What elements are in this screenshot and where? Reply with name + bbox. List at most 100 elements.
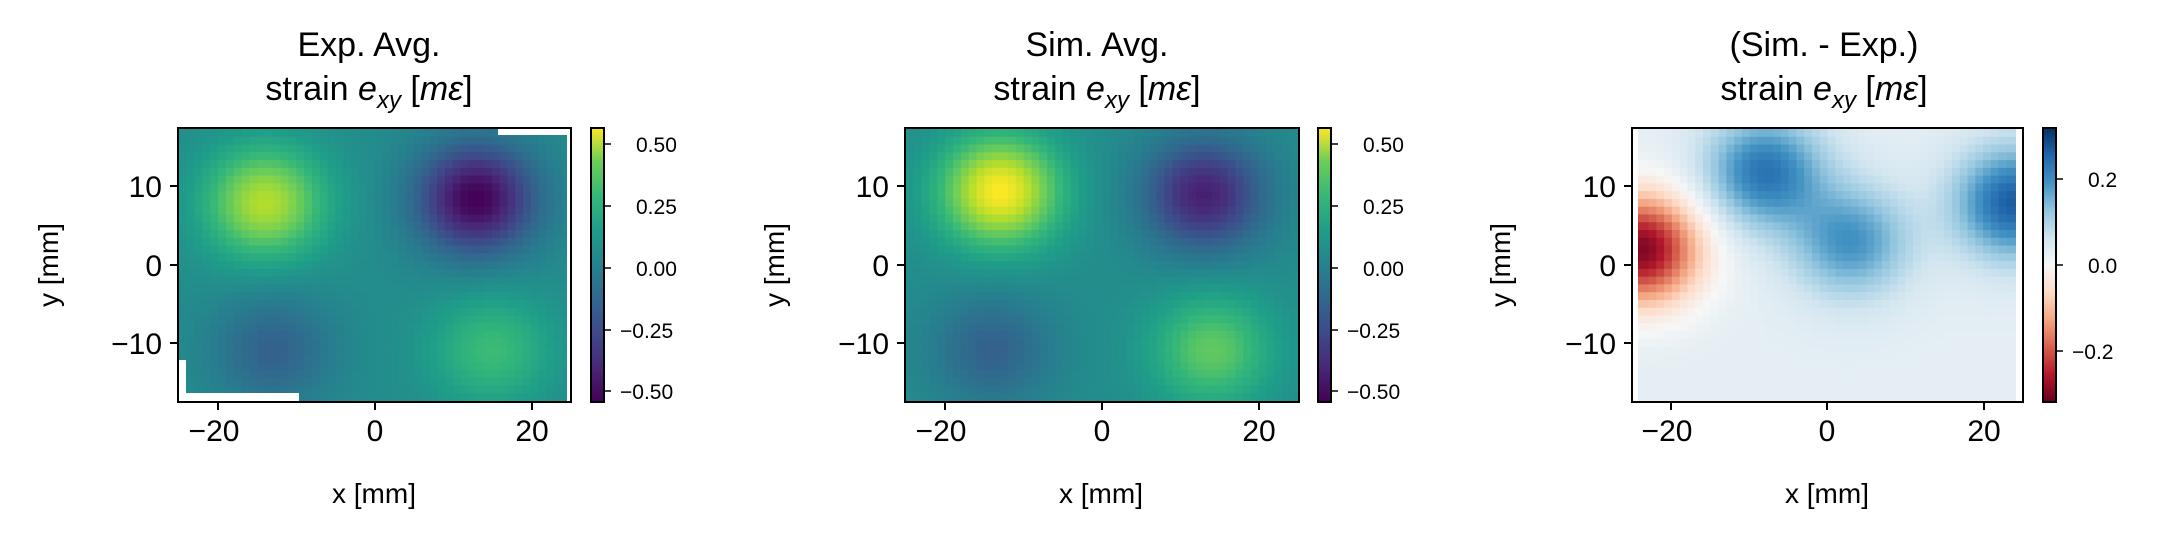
heatmap-cell	[507, 377, 516, 387]
heatmap-cell	[562, 276, 571, 286]
heatmap-cell	[968, 136, 978, 146]
heatmap-cell	[358, 338, 368, 348]
heatmap-cell	[1866, 144, 1875, 153]
heatmap-cell	[1039, 152, 1048, 161]
heatmap-cell	[1811, 152, 1821, 161]
heatmap-cell	[1819, 268, 1829, 278]
heatmap-cell	[499, 393, 509, 402]
heatmap-cell	[397, 261, 407, 270]
heatmap-cell	[186, 167, 196, 177]
heatmap-cell	[444, 198, 454, 208]
heatmap-cell	[1850, 214, 1860, 223]
heatmap-cell	[468, 206, 477, 216]
heatmap-cell	[335, 268, 344, 278]
heatmap-cell	[1780, 261, 1790, 270]
heatmap-cell	[288, 214, 297, 223]
heatmap-cell	[358, 369, 368, 379]
heatmap-cell	[1031, 152, 1040, 161]
heatmap-cell	[523, 292, 532, 301]
heatmap-cell	[507, 362, 516, 371]
heatmap-cell	[1998, 198, 2008, 208]
heatmap-cell	[280, 175, 290, 184]
heatmap-cell	[1149, 183, 1158, 192]
heatmap-cell	[358, 385, 368, 394]
heatmap-cell	[554, 198, 563, 208]
heatmap-cell	[1023, 214, 1033, 223]
heatmap-cell	[984, 284, 993, 293]
mask-right-edge	[567, 129, 570, 401]
heatmap-cell	[1125, 331, 1134, 340]
heatmap-cell	[1227, 144, 1236, 153]
heatmap-cell	[1266, 393, 1276, 402]
heatmap-cell	[1039, 175, 1048, 184]
panel-sim-minus-exp: (Sim. - Exp.) strain exy [mε] −20 0 20 1…	[1485, 26, 2117, 509]
heatmap-cell	[257, 346, 266, 355]
heatmap-cell	[343, 315, 352, 324]
heatmap-cell	[1710, 237, 1720, 247]
heatmap-cell	[194, 191, 204, 200]
heatmap-cell	[1874, 129, 1883, 138]
heatmap-cell	[984, 152, 993, 161]
heatmap-cell	[1928, 338, 1938, 348]
heatmap-cell	[1827, 152, 1836, 161]
heatmap-cell	[1180, 354, 1189, 363]
heatmap-cell	[1227, 369, 1236, 379]
heatmap-cell	[491, 167, 501, 177]
heatmap-cell	[1196, 354, 1205, 363]
heatmap-cell	[499, 331, 509, 340]
heatmap-cell	[483, 136, 493, 146]
heatmap-cell	[241, 245, 250, 254]
heatmap-cell	[390, 393, 399, 402]
heatmap-cell	[1998, 136, 2008, 146]
heatmap-cell	[460, 222, 469, 231]
heatmap-cell	[1866, 307, 1875, 317]
heatmap-cell	[405, 198, 415, 208]
heatmap-cell	[1819, 183, 1829, 192]
title-unit-open: [	[1856, 70, 1875, 108]
heatmap-cell	[1290, 315, 1299, 324]
heatmap-cell	[1843, 129, 1852, 138]
heatmap-cell	[1788, 136, 1797, 146]
heatmap-cell	[1881, 191, 1891, 200]
heatmap-cell	[1827, 237, 1836, 247]
heatmap-cell	[530, 214, 540, 223]
heatmap-cell	[1007, 331, 1017, 340]
heatmap-cell	[1889, 206, 1899, 216]
heatmap-cell	[1811, 136, 1821, 146]
heatmap-cell	[304, 198, 313, 208]
heatmap-cell	[1117, 237, 1127, 247]
heatmap-cell	[538, 206, 548, 216]
heatmap-cell	[945, 175, 954, 184]
heatmap-cell	[1866, 214, 1875, 223]
heatmap-cell	[976, 261, 985, 270]
heatmap-cell	[1648, 144, 1657, 153]
heatmap-cell	[382, 362, 391, 371]
heatmap-cell	[460, 152, 469, 161]
heatmap-cell	[304, 167, 313, 177]
heatmap-cell	[984, 144, 993, 153]
heatmap-cell	[374, 136, 383, 146]
heatmap-cell	[452, 245, 462, 254]
heatmap-cell	[968, 144, 978, 153]
heatmap-cell	[366, 338, 376, 348]
heatmap-cell	[984, 206, 993, 216]
heatmap-cell	[272, 338, 282, 348]
heatmap-cell	[1015, 284, 1025, 293]
heatmap-cell	[1703, 136, 1712, 146]
heatmap-cell	[1866, 276, 1875, 286]
heatmap-cell	[249, 237, 258, 247]
heatmap-cell	[1219, 245, 1229, 254]
heatmap-cell	[358, 284, 368, 293]
heatmap-cell	[1920, 152, 1930, 161]
heatmap-cell	[1196, 268, 1205, 278]
heatmap-cell	[1047, 307, 1056, 317]
heatmap-cell	[280, 315, 290, 324]
heatmap-cell	[992, 323, 1001, 332]
heatmap-cell	[960, 230, 970, 239]
heatmap-cell	[1203, 230, 1213, 239]
heatmap-cell	[1959, 144, 1969, 153]
heatmap-cell	[1850, 323, 1860, 332]
heatmap-cell	[1897, 276, 1906, 286]
heatmap-cell	[1007, 299, 1017, 309]
heatmap-cell	[1290, 331, 1299, 340]
